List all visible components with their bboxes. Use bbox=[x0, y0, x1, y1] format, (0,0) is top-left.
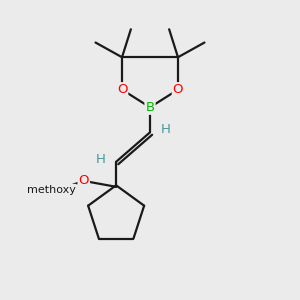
Text: B: B bbox=[146, 101, 154, 114]
Text: H: H bbox=[160, 124, 170, 136]
Text: H: H bbox=[96, 153, 106, 166]
Text: O: O bbox=[79, 174, 89, 188]
Text: O: O bbox=[117, 83, 127, 96]
Text: methoxy: methoxy bbox=[27, 185, 76, 195]
Text: O: O bbox=[173, 83, 183, 96]
